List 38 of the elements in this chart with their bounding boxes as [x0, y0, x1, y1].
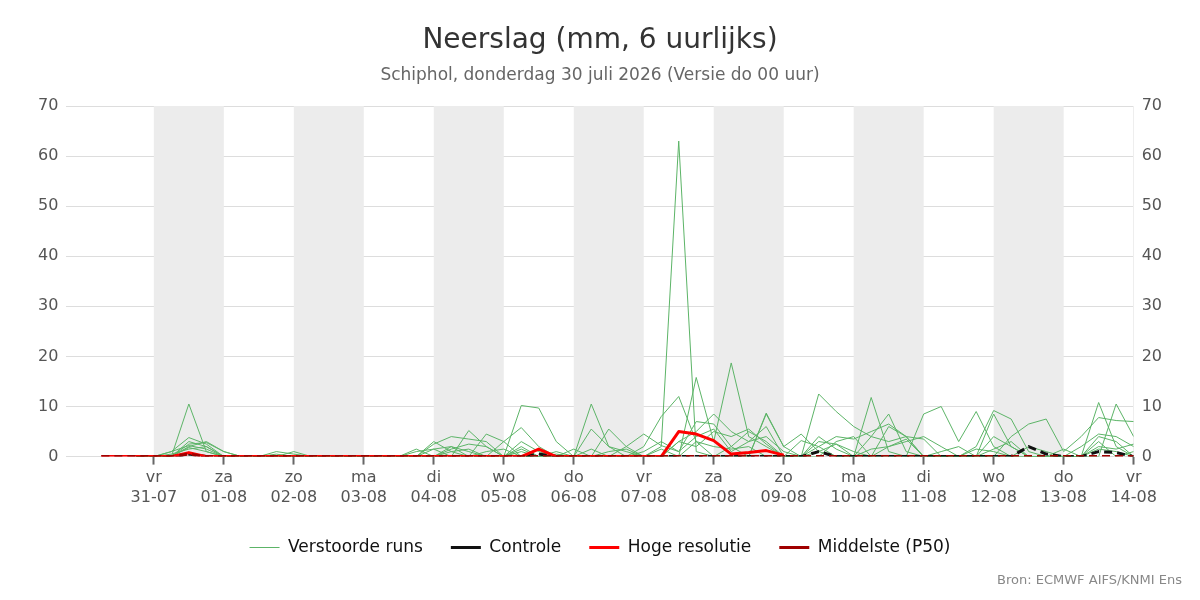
x-tick-label: do 13-08	[1040, 467, 1087, 506]
y-tick-label: 10	[38, 395, 59, 415]
legend-label: Controle	[489, 535, 562, 556]
y-tick-label: 70	[38, 95, 59, 115]
x-tick-label: vr 31-07	[130, 467, 178, 506]
y-tick-label: 40	[38, 245, 59, 265]
x-tick-label: wo 05-08	[480, 467, 528, 506]
y2-tick-label: 50	[1141, 195, 1162, 215]
x-tick-label: vr 14-08	[1110, 467, 1157, 506]
chart-subtitle: Schiphol, donderdag 30 juli 2026 (Versie do 00 uur)	[380, 64, 820, 85]
text: Bron: ECMWF AIFS/KNMI Ens	[997, 572, 1182, 587]
legend-label: Middelste (P50)	[817, 535, 951, 556]
x-tick-label: di 04-08	[410, 467, 458, 506]
legend-label: Verstoorde runs	[288, 535, 423, 556]
x-tick-label: zo 09-08	[760, 467, 807, 506]
x-tick-label: wo 12-08	[970, 467, 1017, 506]
y2-tick-label: 70	[1141, 95, 1162, 115]
y2-tick-label: 0	[1141, 445, 1152, 465]
x-tick-label: za 01-08	[200, 467, 248, 506]
x-tick-label: zo 02-08	[270, 467, 318, 506]
y-tick-label: 30	[38, 295, 59, 315]
x-tick-label: do 06-08	[550, 467, 598, 506]
x-tick-label: ma 03-08	[340, 467, 388, 506]
y-tick-label: 0	[48, 445, 59, 465]
x-tick-label: di 11-08	[900, 467, 947, 506]
y-tick-label: 20	[38, 345, 59, 365]
y2-tick-label: 20	[1141, 345, 1162, 365]
y-tick-label: 50	[38, 195, 59, 215]
y2-tick-label: 60	[1141, 145, 1162, 165]
y2-tick-label: 40	[1141, 245, 1162, 265]
y2-tick-label: 10	[1141, 395, 1162, 415]
x-tick-label: za 08-08	[690, 467, 737, 506]
x-tick-label: ma 10-08	[830, 467, 877, 506]
x-tick-label: vr 07-08	[620, 467, 667, 506]
y2-tick-label: 30	[1141, 295, 1162, 315]
chart-title: Neerslag (mm, 6 uurlijks)	[422, 22, 778, 56]
y-tick-label: 60	[38, 145, 59, 165]
legend-label: Hoge resolutie	[627, 535, 752, 556]
